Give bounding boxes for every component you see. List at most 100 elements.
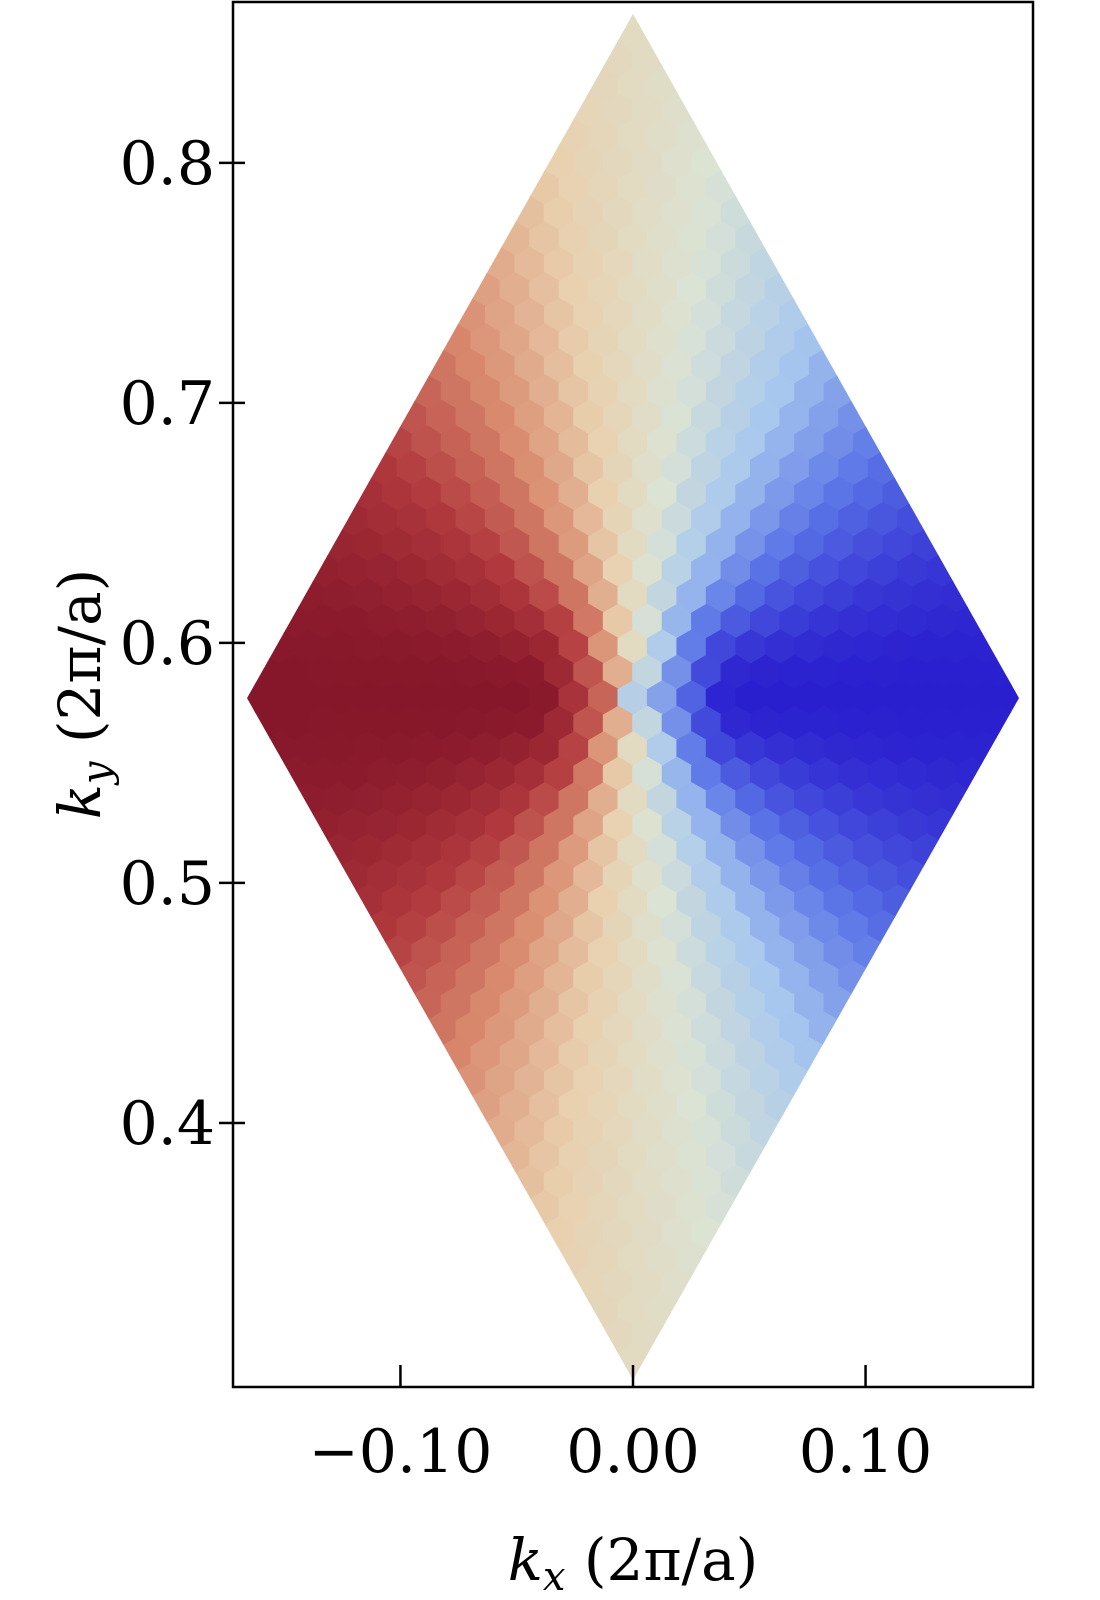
heatmap-cell	[750, 858, 781, 895]
heatmap-cell	[882, 527, 914, 563]
heatmap-cell	[485, 399, 516, 436]
heatmap-cell	[867, 756, 899, 793]
heatmap-cell	[705, 119, 737, 155]
heatmap-cell	[926, 756, 958, 793]
heatmap-cell	[617, 323, 649, 359]
heatmap-cell	[720, 756, 752, 793]
heatmap-cell	[426, 501, 458, 538]
heatmap-cell	[514, 1011, 546, 1048]
heatmap-cell	[735, 1190, 767, 1226]
heatmap-cell	[735, 374, 767, 410]
heatmap-cell	[941, 833, 973, 869]
heatmap-cell	[602, 1164, 634, 1201]
heatmap-cell	[661, 348, 693, 385]
heatmap-cell	[558, 425, 590, 461]
heatmap-cell	[514, 654, 546, 691]
heatmap-cell	[499, 1037, 531, 1073]
heatmap-cell	[823, 884, 855, 920]
heatmap-cell	[970, 680, 1002, 716]
heatmap-cell	[588, 629, 620, 665]
heatmap-cell	[676, 884, 708, 920]
heatmap-cell	[838, 756, 870, 793]
heatmap-cell	[705, 1037, 737, 1073]
heatmap-cell	[691, 93, 723, 130]
heatmap-cell	[867, 705, 899, 742]
heatmap-cell	[602, 297, 634, 334]
heatmap-cell	[617, 1292, 649, 1328]
heatmap-cell	[632, 1215, 664, 1252]
heatmap-cell	[543, 705, 575, 742]
heatmap-cell	[661, 807, 693, 844]
heatmap-cell	[661, 909, 693, 946]
heatmap-cell	[882, 782, 914, 818]
heatmap-cell	[573, 195, 605, 232]
heatmap-cell	[823, 527, 855, 563]
heatmap-cell	[882, 578, 914, 614]
heatmap-cell	[867, 552, 899, 589]
heatmap-cell	[646, 578, 678, 614]
heatmap-cell	[352, 425, 384, 461]
heatmap-cell	[470, 629, 502, 665]
heatmap-cell	[705, 527, 737, 563]
heatmap-cell	[529, 527, 561, 563]
heatmap-cell	[617, 68, 649, 104]
heatmap-cell	[794, 272, 826, 308]
heatmap-cell	[352, 731, 384, 767]
heatmap-cell	[779, 756, 811, 793]
heatmap-cell	[867, 654, 899, 691]
heatmap-cell	[411, 425, 443, 461]
heatmap-cell	[720, 1113, 752, 1150]
heatmap-cell	[676, 782, 708, 818]
heatmap-cell	[808, 297, 840, 334]
heatmap-cell	[602, 909, 634, 946]
heatmap-cell	[308, 603, 340, 640]
heatmap-cell	[794, 629, 826, 665]
heatmap-cell	[573, 756, 605, 793]
heatmap-cell	[661, 501, 693, 538]
heatmap-cell	[779, 552, 811, 589]
heatmap-cell	[588, 935, 620, 971]
heatmap-cell	[632, 654, 664, 691]
heatmap-cell	[573, 246, 605, 283]
heatmap-cell	[661, 1317, 693, 1354]
heatmap-cell	[808, 1062, 840, 1099]
heatmap-cell	[676, 731, 708, 767]
heatmap-cell	[794, 731, 826, 767]
heatmap-cell	[514, 756, 546, 793]
heatmap-cell	[882, 935, 914, 971]
heatmap-cell	[911, 782, 943, 818]
heatmap-cell	[632, 909, 664, 946]
heatmap-cell	[381, 629, 413, 665]
heatmap-cell	[661, 450, 693, 487]
heatmap-cell	[573, 144, 605, 181]
heatmap-cell	[543, 450, 575, 487]
heatmap-cell	[558, 782, 590, 818]
heatmap-cell	[352, 935, 384, 971]
heatmap-cell	[705, 935, 737, 971]
x-axis: −0.10 0.00 0.10	[309, 1365, 932, 1487]
heatmap-cell	[853, 578, 885, 614]
heatmap-cell	[323, 578, 355, 614]
heatmap-cell	[529, 731, 561, 767]
heatmap-cell	[661, 195, 693, 232]
heatmap-cell	[1000, 629, 1019, 665]
heatmap-cell	[632, 960, 664, 997]
heatmap-cell	[573, 1317, 605, 1354]
heatmap-cell	[735, 833, 767, 869]
heatmap-cell	[440, 833, 472, 869]
heatmap-cell	[823, 680, 855, 716]
heatmap-cell	[470, 374, 502, 410]
heatmap-cell	[897, 603, 929, 640]
heatmap-cell	[720, 246, 752, 283]
heatmap-cell	[573, 1011, 605, 1048]
heatmap-cell	[514, 399, 546, 436]
heatmap-cell	[646, 629, 678, 665]
heatmap-cell	[632, 246, 664, 283]
heatmap-cell	[470, 1139, 502, 1175]
x-tick-label: −0.10	[309, 1417, 493, 1487]
heatmap-cell	[573, 654, 605, 691]
heatmap-cell	[705, 425, 737, 461]
heatmap-cell	[247, 654, 251, 691]
heatmap-cell	[470, 323, 502, 359]
heatmap-cell	[661, 1215, 693, 1252]
